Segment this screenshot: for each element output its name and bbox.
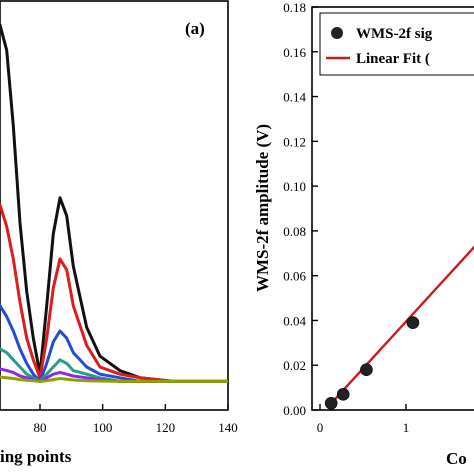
panel-a-frame [0,0,229,411]
panel-b-y-axis-label: WMS-2f amplitude (V) [253,124,272,292]
y-tick-label-0.00: 0.00 [283,403,306,418]
x-tick-label-100: 100 [93,420,113,435]
y-tick-label-0.06: 0.06 [283,269,306,284]
series-line-2 [0,203,228,383]
series-line-3 [0,304,228,383]
x-tick-label-1: 1 [403,420,410,435]
legend-label-fit: Linear Fit ( [356,51,430,67]
x-tick-label-120: 120 [156,420,176,435]
data-point-2 [336,388,350,401]
fit-line [327,245,474,408]
y-tick-label-0.10: 0.10 [283,179,306,194]
panel-a-curves [0,23,228,383]
data-point-4 [406,316,420,329]
panel-b-frame [311,6,474,411]
y-tick-label-0.18: 0.18 [283,0,306,15]
panel-b-legend: WMS-2f sig Linear Fit ( [319,12,474,76]
y-tick-label-0.02: 0.02 [283,358,306,373]
panel-b-fit [327,245,474,408]
y-tick-label-0.04: 0.04 [283,313,306,328]
panel-a: (a) 80 100 120 140 ing points [0,0,238,466]
data-point-3 [360,363,373,377]
series-line-6 [0,375,228,383]
panel-b-points [324,316,420,410]
panel-a-x-axis-label: ing points [0,447,72,466]
panel-a-label: (a) [185,19,205,38]
x-tick-label-0: 0 [317,420,324,435]
series-line-1 [0,23,228,383]
data-point-1 [324,396,338,410]
x-tick-label-80: 80 [34,420,47,435]
y-tick-label-0.16: 0.16 [283,45,306,60]
panel-a-x-ticks: 80 100 120 140 [34,404,238,435]
panel-b: 0.00 0.02 0.04 0.06 0.08 0.10 0.12 0.14 0.16 0.18… [253,0,474,468]
x-tick-label-140: 140 [218,420,238,435]
y-tick-label-0.12: 0.12 [283,134,306,149]
y-tick-label-0.14: 0.14 [283,90,306,105]
panel-b-y-ticks: 0.00 0.02 0.04 0.06 0.08 0.10 0.12 0.14 0.16 0.18 [283,0,318,418]
legend-label-points: WMS-2f sig [356,26,433,42]
legend-box [319,12,474,76]
y-tick-label-0.08: 0.08 [283,224,306,239]
legend-marker-points [331,27,343,39]
panel-b-x-axis-label: Co [446,449,467,468]
